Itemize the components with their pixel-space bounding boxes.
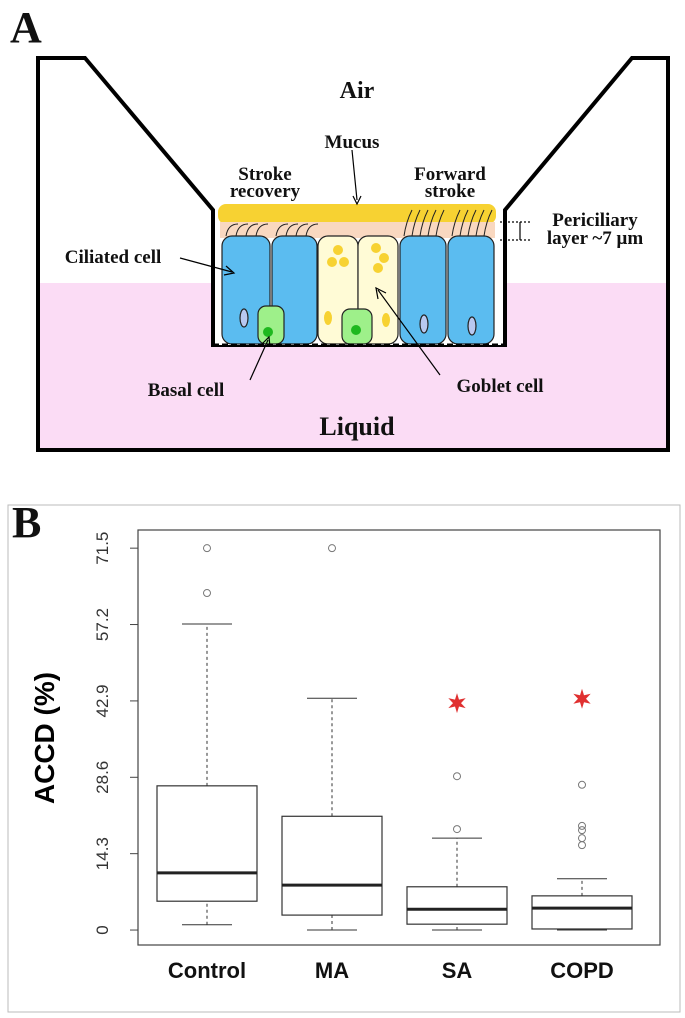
panel-a: A Air Mucus Stroke: [10, 3, 670, 452]
label: Periciliary: [552, 210, 638, 231]
y-tick-label: 42.9: [93, 684, 112, 717]
y-axis-label: ACCD (%): [29, 672, 60, 804]
label: Air: [340, 78, 375, 104]
x-tick-label: Control: [168, 958, 246, 983]
basal-cell: [257, 305, 285, 345]
y-tick-label: 57.2: [93, 608, 112, 641]
x-tick-label: SA: [442, 958, 473, 983]
outlier: [453, 772, 461, 781]
plot-frame: [137, 529, 661, 946]
panel-letter: B: [12, 498, 41, 547]
granules: [324, 243, 390, 327]
nucleus: [351, 325, 361, 335]
outlier: [578, 841, 586, 850]
periciliary-layer: [220, 222, 495, 238]
x-tick-label: COPD: [550, 958, 614, 983]
x-tick-label: MA: [315, 958, 349, 983]
outlier: [328, 544, 336, 553]
outlier: [203, 544, 211, 553]
outlier: [453, 825, 461, 834]
y-tick-label: 0: [93, 925, 112, 934]
nucleus: [263, 327, 273, 337]
outlier: [578, 780, 586, 789]
label: Stroke: [238, 164, 291, 185]
well-outline: [36, 56, 670, 452]
nucleus: [239, 308, 249, 328]
label: Liquid: [319, 412, 395, 441]
label: Forward: [414, 164, 486, 185]
star: [573, 688, 591, 709]
arrows: [179, 149, 530, 381]
box: [406, 886, 508, 925]
label: stroke: [425, 181, 475, 202]
cilia: [225, 209, 493, 237]
outlier: [578, 826, 586, 835]
box: [156, 785, 258, 902]
label: Ciliated cell: [65, 247, 162, 268]
box: [531, 895, 633, 930]
y-tick-label: 14.3: [93, 837, 112, 870]
outlier: [203, 589, 211, 598]
y-tick-label: 71.5: [93, 532, 112, 565]
label: Mucus: [325, 132, 380, 153]
nucleus: [467, 316, 477, 336]
label: Basal cell: [148, 380, 225, 401]
outlier: [578, 834, 586, 843]
label: Goblet cell: [456, 376, 543, 397]
star: [448, 693, 466, 714]
labels: Air Mucus Stroke recovery Forward stroke…: [65, 78, 644, 441]
panel-frame: [7, 504, 681, 1013]
box: [281, 815, 383, 916]
y-tick-label: 28.6: [93, 761, 112, 794]
cells: [221, 235, 495, 345]
label: recovery: [230, 181, 301, 202]
nucleus: [419, 314, 429, 334]
outlier: [578, 821, 586, 830]
mucus-layer: [218, 204, 496, 224]
panel-letter: A: [10, 3, 42, 52]
label: layer ~7 μm: [547, 228, 643, 249]
